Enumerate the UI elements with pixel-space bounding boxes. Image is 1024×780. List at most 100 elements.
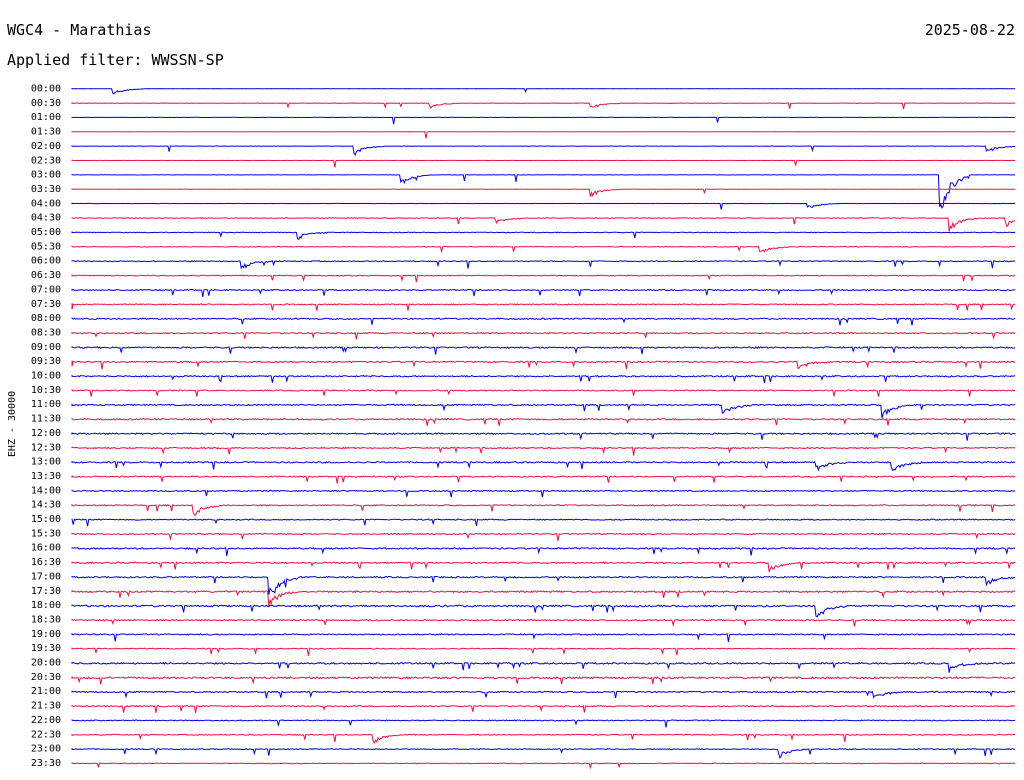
trace-line [71, 288, 1016, 297]
trace-line [71, 589, 1016, 607]
time-label: 20:30 [31, 672, 61, 683]
time-label: 18:30 [31, 614, 61, 625]
trace-line [71, 762, 1016, 770]
trace-line [71, 604, 1016, 618]
trace-line [71, 260, 1016, 270]
trace-line [71, 676, 1016, 685]
time-label: 12:30 [31, 442, 61, 453]
time-label: 17:30 [31, 586, 61, 597]
trace-line [71, 460, 1016, 472]
plot-date: 2025-08-22 [924, 21, 1015, 39]
time-label: 06:30 [31, 270, 61, 281]
trace-line [71, 317, 1016, 326]
trace-line [71, 88, 1016, 95]
time-label: 04:00 [31, 198, 61, 209]
time-label: 06:00 [31, 256, 61, 267]
time-label: 07:00 [31, 284, 61, 295]
trace-line [71, 389, 1016, 397]
trace-line [71, 345, 1016, 355]
trace-line [71, 174, 1016, 209]
trace-line [71, 217, 1016, 232]
time-label: 23:30 [31, 758, 61, 769]
time-label: 02:30 [31, 155, 61, 166]
trace-line [71, 532, 1016, 542]
trace-line [71, 618, 1016, 628]
time-label: 21:00 [31, 686, 61, 697]
trace-line [71, 145, 1016, 156]
time-label: 09:00 [31, 342, 61, 353]
time-label: 19:00 [31, 629, 61, 640]
time-label: 14:00 [31, 485, 61, 496]
time-label: 16:00 [31, 543, 61, 554]
trace-line [71, 661, 1016, 673]
trace-line [71, 432, 1016, 441]
time-label: 15:00 [31, 514, 61, 525]
trace-line [71, 159, 1016, 168]
trace-line [71, 633, 1016, 642]
trace-line [71, 546, 1016, 556]
time-label: 19:30 [31, 643, 61, 654]
trace-line [71, 575, 1016, 595]
time-label: 22:00 [31, 715, 61, 726]
time-label: 01:30 [31, 127, 61, 138]
time-label: 10:30 [31, 385, 61, 396]
trace-line [71, 374, 1016, 384]
time-label: 21:30 [31, 701, 61, 712]
trace-line [71, 303, 1016, 311]
trace-line [71, 202, 1016, 210]
time-label: 08:30 [31, 327, 61, 338]
trace-line [71, 647, 1016, 656]
trace-line [71, 719, 1016, 728]
trace-line [71, 360, 1016, 370]
time-label: 17:00 [31, 571, 61, 582]
trace-line [71, 747, 1016, 759]
trace-line [71, 231, 1016, 240]
trace-line [71, 475, 1016, 484]
trace-line [71, 245, 1016, 254]
trace-line [71, 446, 1016, 456]
time-label: 23:00 [31, 744, 61, 755]
time-label: 09:30 [31, 356, 61, 367]
time-label: 11:00 [31, 399, 61, 410]
trace-line [71, 131, 1016, 139]
time-label: 22:30 [31, 729, 61, 740]
trace-line [71, 518, 1016, 527]
time-label: 05:00 [31, 227, 61, 238]
applied-filter: Applied filter: WWSSN-SP [7, 51, 224, 69]
trace-line [71, 403, 1016, 419]
time-label: 03:30 [31, 184, 61, 195]
trace-line [71, 690, 1016, 699]
time-label: 18:00 [31, 600, 61, 611]
trace-line [71, 704, 1016, 713]
trace-line [71, 274, 1016, 283]
time-label: 04:30 [31, 213, 61, 224]
channel-label: EHZ - 30000 [7, 391, 18, 457]
trace-group [71, 88, 1016, 770]
trace-line [71, 331, 1016, 340]
trace-line [71, 102, 1016, 110]
time-label: 14:30 [31, 500, 61, 511]
time-label: 00:30 [31, 98, 61, 109]
trace-line [71, 116, 1016, 125]
time-label: 12:00 [31, 428, 61, 439]
time-label: 15:30 [31, 528, 61, 539]
time-label: 20:00 [31, 658, 61, 669]
time-label: 16:30 [31, 557, 61, 568]
time-label: 02:00 [31, 141, 61, 152]
trace-line [71, 733, 1016, 745]
time-label: 01:00 [31, 112, 61, 123]
trace-line [71, 489, 1016, 498]
trace-line [71, 188, 1016, 198]
time-label: 13:30 [31, 471, 61, 482]
time-label: 00:00 [31, 84, 61, 95]
time-label: 11:30 [31, 414, 61, 425]
time-label: 05:30 [31, 241, 61, 252]
time-label: 03:00 [31, 170, 61, 181]
trace-line [71, 503, 1016, 516]
time-tick-labels: 00:00 00:30 01:00 01:30 02:00 02:30 03:00 03:30… [31, 84, 61, 769]
station-title: WGC4 - Marathias [7, 21, 152, 39]
time-label: 13:00 [31, 457, 61, 468]
time-label: 07:30 [31, 299, 61, 310]
trace-line [71, 417, 1016, 426]
